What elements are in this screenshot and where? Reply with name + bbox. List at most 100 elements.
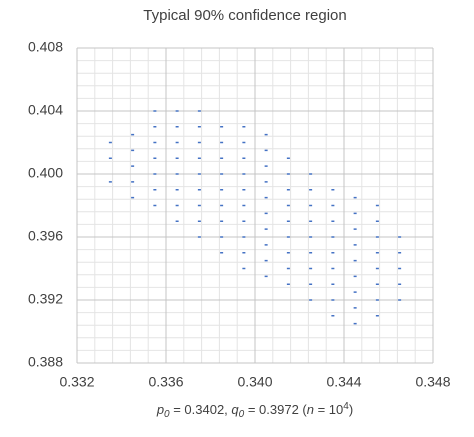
point: [309, 252, 313, 254]
point: [375, 283, 379, 285]
point: [242, 141, 246, 144]
x-label-part: = 10: [314, 402, 343, 417]
point: [108, 141, 112, 144]
point: [220, 173, 224, 175]
x-label-part: ): [349, 402, 353, 417]
point: [353, 212, 357, 215]
point: [375, 220, 379, 222]
x-tick-label: 0.348: [415, 374, 450, 390]
point: [131, 133, 135, 136]
point: [331, 204, 335, 207]
y-tick-label: 0.388: [28, 354, 63, 370]
point: [286, 204, 290, 207]
point: [309, 173, 313, 175]
point: [331, 299, 335, 301]
point: [331, 315, 335, 317]
point: [242, 204, 246, 207]
point: [220, 220, 224, 222]
point: [309, 204, 313, 207]
point: [264, 228, 268, 230]
point: [264, 244, 268, 246]
point: [398, 299, 402, 301]
point: [309, 283, 313, 285]
point: [242, 173, 246, 175]
point: [197, 173, 201, 175]
point: [153, 126, 157, 128]
point: [309, 220, 313, 222]
point: [353, 322, 357, 325]
point: [108, 181, 112, 183]
x-tick-label: 0.336: [148, 374, 183, 390]
point: [375, 267, 379, 270]
point: [264, 212, 268, 215]
point: [153, 110, 157, 112]
point: [153, 204, 157, 207]
point: [108, 157, 112, 159]
point: [197, 126, 201, 128]
point: [375, 204, 379, 207]
point: [220, 157, 224, 159]
point: [197, 189, 201, 191]
point: [398, 283, 402, 285]
x-label-part: 0: [239, 409, 245, 420]
point: [242, 189, 246, 191]
point: [175, 141, 179, 144]
point: [220, 252, 224, 254]
point: [153, 189, 157, 191]
point: [197, 220, 201, 222]
x-tick-label: 0.332: [59, 374, 94, 390]
x-label-part: 4: [343, 401, 349, 412]
point: [197, 110, 201, 112]
point: [286, 236, 290, 238]
point: [353, 275, 357, 278]
point: [220, 236, 224, 238]
point: [175, 126, 179, 128]
point: [286, 267, 290, 270]
point: [242, 236, 246, 238]
point: [220, 141, 224, 144]
point: [220, 204, 224, 207]
point: [353, 244, 357, 246]
point: [286, 220, 290, 222]
y-tick-label: 0.408: [28, 39, 63, 55]
point: [375, 299, 379, 301]
point: [264, 196, 268, 199]
point: [331, 267, 335, 270]
point: [242, 252, 246, 254]
point: [375, 236, 379, 238]
point: [309, 189, 313, 191]
point: [264, 133, 268, 136]
point: [264, 259, 268, 262]
point: [331, 252, 335, 254]
point: [242, 126, 246, 128]
point: [242, 157, 246, 159]
point: [153, 173, 157, 175]
point: [375, 252, 379, 254]
point: [331, 283, 335, 285]
point: [242, 220, 246, 222]
x-label-part: 0: [164, 409, 170, 420]
point: [309, 299, 313, 301]
point: [286, 173, 290, 175]
point: [220, 126, 224, 128]
y-tick-label: 0.404: [28, 102, 63, 118]
point: [175, 173, 179, 175]
point: [375, 315, 379, 317]
point: [175, 220, 179, 222]
point: [331, 220, 335, 222]
point: [175, 204, 179, 207]
point: [353, 291, 357, 293]
y-tick-label: 0.400: [28, 165, 63, 181]
point: [242, 267, 246, 270]
point: [286, 283, 290, 285]
x-tick-label: 0.344: [326, 374, 361, 390]
chart-title: Typical 90% confidence region: [143, 7, 346, 24]
point: [153, 157, 157, 159]
point: [197, 236, 201, 238]
point: [131, 181, 135, 183]
point: [264, 149, 268, 152]
point: [353, 228, 357, 230]
y-tick-label: 0.392: [28, 291, 63, 307]
point: [220, 189, 224, 191]
